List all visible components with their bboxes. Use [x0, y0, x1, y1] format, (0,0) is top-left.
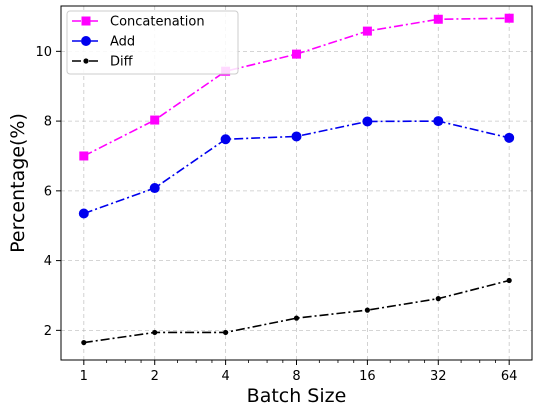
- y-tick-label: 10: [35, 45, 52, 60]
- series-add: [78, 116, 515, 219]
- data-point-concatenation: [79, 151, 89, 161]
- data-point-diff: [293, 315, 300, 321]
- data-point-concatenation: [433, 14, 443, 24]
- data-point-diff: [364, 307, 370, 313]
- legend-item-add: Add: [72, 35, 135, 50]
- legend-marker-diff: [83, 58, 89, 64]
- x-tick-label: 8: [292, 369, 300, 384]
- series-diff: [81, 277, 512, 346]
- y-tick-label: 2: [44, 324, 52, 339]
- grid: [61, 6, 532, 360]
- x-tick-label: 32: [430, 369, 447, 384]
- x-tick-label: 4: [221, 369, 229, 384]
- data-point-diff: [223, 329, 229, 336]
- x-tick-label: 16: [359, 369, 376, 384]
- data-point-add: [78, 208, 89, 219]
- x-tick-label: 2: [151, 369, 159, 384]
- legend-item-diff: Diff: [72, 55, 134, 70]
- data-point-add: [291, 131, 302, 142]
- data-point-add: [149, 183, 160, 194]
- data-point-diff: [506, 277, 512, 284]
- legend-box: [66, 10, 239, 75]
- data-point-concatenation: [150, 115, 160, 125]
- data-point-add: [362, 116, 373, 127]
- data-point-diff: [152, 329, 158, 336]
- legend-item-concatenation: Concatenation: [72, 15, 205, 30]
- data-point-add: [433, 116, 444, 127]
- x-tick-label: 1: [80, 369, 88, 384]
- series-group: [78, 13, 515, 346]
- legend-label-concatenation: Concatenation: [110, 15, 205, 30]
- data-point-concatenation: [362, 26, 372, 36]
- y-tick-label: 4: [44, 254, 52, 269]
- data-point-concatenation: [292, 49, 301, 59]
- y-tick-label: 6: [44, 184, 52, 199]
- legend-marker-add: [81, 36, 91, 46]
- legend-label-add: Add: [110, 35, 135, 50]
- data-point-concatenation: [504, 13, 514, 23]
- legend-marker-concatenation: [81, 16, 91, 26]
- data-point-diff: [81, 339, 87, 346]
- data-point-add: [220, 134, 231, 145]
- x-axis-title: Batch Size: [247, 385, 347, 406]
- y-axis-title: Percentage(%): [7, 113, 29, 253]
- y-tick-label: 8: [44, 115, 52, 130]
- data-point-add: [504, 132, 515, 143]
- data-point-diff: [435, 296, 441, 302]
- legend-label-diff: Diff: [110, 55, 134, 70]
- x-tick-label: 64: [501, 369, 518, 384]
- legend: Concatenation Add Diff: [66, 10, 239, 75]
